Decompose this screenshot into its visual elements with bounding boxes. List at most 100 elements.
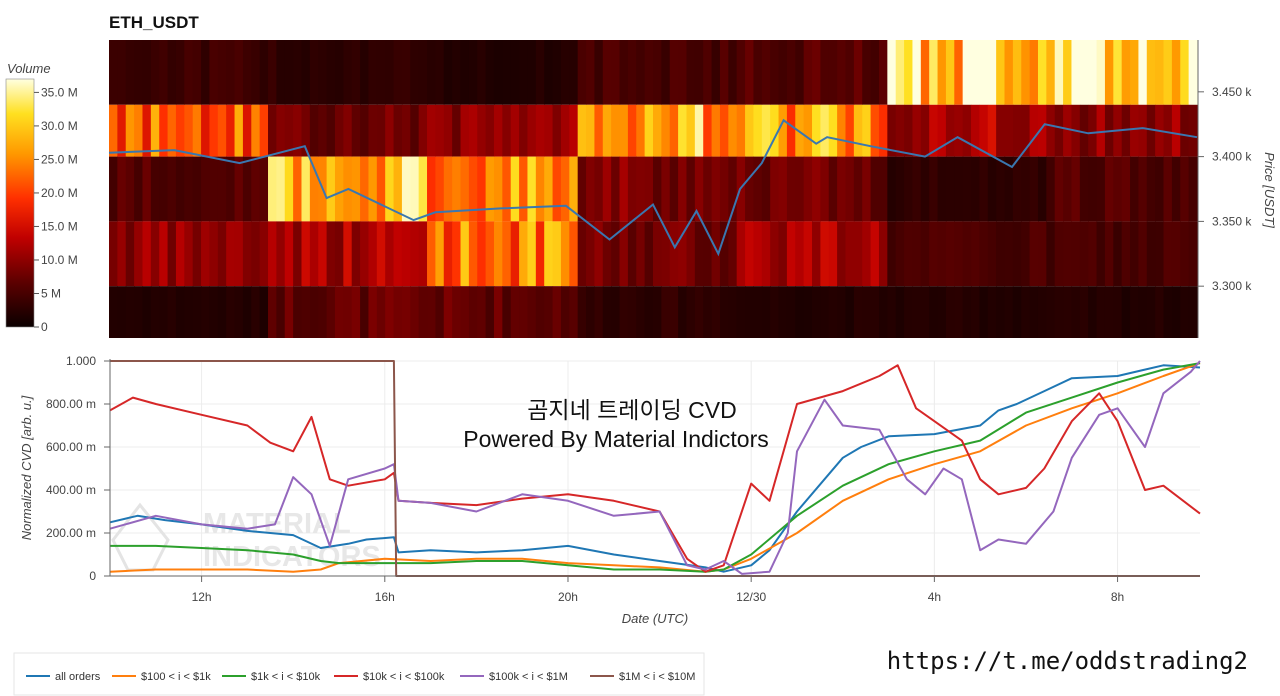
- heatmap-cell: [853, 104, 863, 157]
- heatmap-cell: [686, 40, 696, 105]
- heatmap-cell: [1029, 40, 1039, 105]
- heatmap-cell: [1104, 40, 1114, 105]
- heatmap-cell: [661, 104, 671, 157]
- heatmap-cell: [443, 156, 453, 222]
- heatmap-cell: [326, 286, 336, 338]
- heatmap-cell: [527, 40, 537, 105]
- heatmap-cell: [226, 156, 236, 222]
- heatmap-cell: [493, 286, 503, 338]
- heatmap-cell: [845, 221, 855, 287]
- heatmap-cell: [1188, 104, 1198, 157]
- heatmap-cell: [343, 40, 353, 105]
- heatmap-cell: [552, 286, 562, 338]
- heatmap-cell: [552, 156, 562, 222]
- heatmap-cell: [1088, 156, 1098, 222]
- heatmap-cell: [460, 104, 470, 157]
- heatmap-cell: [334, 40, 344, 105]
- heatmap-cell: [351, 221, 361, 287]
- heatmap-cell: [209, 286, 219, 338]
- heatmap-cell: [719, 156, 729, 222]
- heatmap-cell: [862, 40, 872, 105]
- heatmap-cell: [912, 40, 922, 105]
- heatmap-cell: [318, 40, 328, 105]
- heatmap-cell: [1163, 40, 1173, 105]
- heatmap-cell: [594, 156, 604, 222]
- heatmap-cell: [653, 286, 662, 338]
- heatmap-cell: [360, 104, 370, 157]
- heatmap-cell: [284, 40, 294, 105]
- heatmap-cell: [728, 221, 738, 287]
- heatmap-cell: [920, 286, 930, 338]
- heatmap-cell: [945, 286, 955, 338]
- heatmap-cell: [535, 221, 545, 287]
- heatmap-cell: [376, 286, 386, 338]
- heatmap-cell: [1012, 221, 1022, 287]
- heatmap-cell: [401, 104, 411, 157]
- heatmap-cell: [753, 40, 763, 105]
- heatmap-cell: [259, 104, 269, 157]
- heatmap-cell: [1138, 221, 1148, 287]
- heatmap-cell: [368, 104, 378, 157]
- heatmap-cell: [644, 104, 654, 157]
- heatmap-cell: [761, 40, 771, 105]
- heatmap-cell: [820, 40, 830, 105]
- heatmap-cell: [1121, 156, 1131, 222]
- heatmap-cell: [334, 156, 344, 222]
- heatmap-cell: [795, 221, 805, 287]
- heatmap-cell: [535, 104, 545, 157]
- colorbar-tick-label: 25.0 M: [41, 152, 78, 166]
- heatmap-cell: [1029, 221, 1039, 287]
- heatmap-cell: [636, 286, 646, 338]
- heatmap-cell: [669, 221, 679, 287]
- cvd-axes: 12h 16h 20h 12/30 4h 8h 1.000 800.00 m 600.00 m 4…: [46, 354, 1200, 604]
- heatmap-cell: [234, 221, 244, 287]
- heatmap-cell: [401, 286, 411, 338]
- heatmap-cell: [669, 104, 679, 157]
- colorbar-tick-label: 5 M: [41, 286, 61, 300]
- heatmap-cell: [201, 286, 211, 338]
- heatmap-cell: [920, 156, 930, 222]
- heatmap-cell: [1130, 221, 1140, 287]
- heatmap-cell: [527, 104, 537, 157]
- heatmap-cell: [360, 221, 370, 287]
- heatmap-cell: [669, 286, 679, 338]
- heatmap-cell: [703, 156, 713, 222]
- heatmap-cell: [527, 221, 537, 287]
- heatmap-cell: [954, 156, 964, 222]
- heatmap-cell: [418, 156, 428, 222]
- heatmap-cell: [142, 221, 152, 287]
- heatmap-cell: [251, 221, 261, 287]
- heatmap-cell: [443, 286, 453, 338]
- heatmap-cell: [544, 104, 554, 157]
- heatmap-cell: [770, 286, 780, 338]
- heatmap-cell: [493, 221, 503, 287]
- heatmap-cell: [443, 104, 453, 157]
- heatmap-cell: [627, 40, 637, 105]
- heatmap-cell: [401, 40, 411, 105]
- heatmap-cell: [661, 221, 671, 287]
- heatmap-cell: [786, 286, 796, 338]
- heatmap-cell: [1079, 221, 1089, 287]
- heatmap-cell: [1104, 221, 1114, 287]
- heatmap-cell: [761, 286, 771, 338]
- heatmap-cell: [594, 221, 604, 287]
- heatmap-cell: [619, 40, 629, 105]
- heatmap-cell: [971, 221, 980, 287]
- heatmap-cell: [627, 104, 637, 157]
- heatmap-cell: [611, 104, 621, 157]
- heatmap-cell: [828, 156, 838, 222]
- heatmap-cell: [828, 40, 838, 105]
- heatmap-cell: [904, 221, 914, 287]
- heatmap-cell: [1054, 156, 1064, 222]
- series-line: [109, 364, 1201, 573]
- legend-label: $100k < i < $1M: [489, 671, 568, 683]
- heatmap-cell: [979, 286, 989, 338]
- heatmap-cell: [669, 156, 679, 222]
- heatmap-cell: [1004, 104, 1014, 157]
- heatmap-cell: [1021, 221, 1031, 287]
- heatmap-cell: [711, 286, 721, 338]
- heatmap-cell: [301, 40, 311, 105]
- heatmap-cell: [778, 104, 788, 157]
- heatmap-cell: [1138, 104, 1148, 157]
- heatmap-cell: [427, 104, 436, 157]
